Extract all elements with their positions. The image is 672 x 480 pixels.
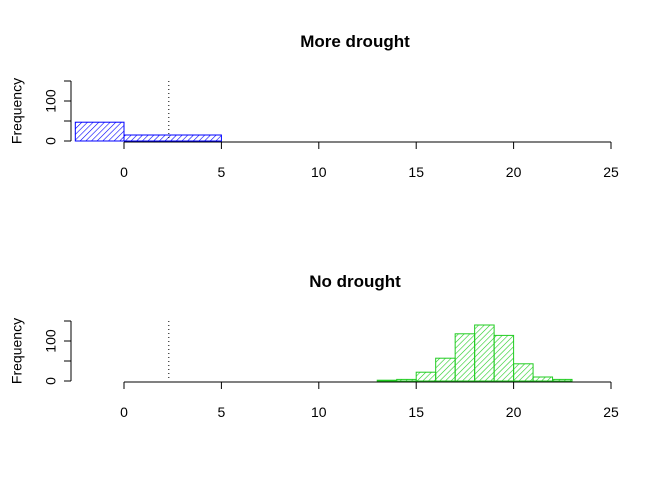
- histogram-bar: [493, 334, 515, 382]
- panel-title: No drought: [309, 272, 401, 291]
- histogram-bar: [454, 333, 476, 382]
- histogram-bar: [74, 121, 125, 142]
- x-tick-label: 0: [120, 404, 128, 420]
- histogram-bar: [513, 363, 534, 382]
- x-tick-label: 25: [603, 404, 619, 420]
- x-tick-label: 10: [311, 164, 327, 180]
- x-tick-label: 20: [506, 404, 522, 420]
- x-tick-label: 0: [120, 164, 128, 180]
- y-axis-label: Frequency: [9, 78, 25, 144]
- histogram-bar: [376, 379, 398, 382]
- x-tick-label: 10: [311, 404, 327, 420]
- histogram-bar: [552, 378, 573, 382]
- histogram-bar: [396, 378, 417, 382]
- y-tick-label: 100: [43, 89, 59, 113]
- y-tick-label: 100: [43, 329, 59, 353]
- y-tick-label: 0: [43, 137, 59, 145]
- histogram-bar: [474, 324, 495, 382]
- x-tick-label: 20: [506, 164, 522, 180]
- panel-title: More drought: [300, 32, 410, 51]
- histogram-bar: [435, 357, 456, 382]
- y-tick-label: 0: [43, 377, 59, 385]
- x-tick-label: 25: [603, 164, 619, 180]
- histogram-bar: [532, 376, 554, 382]
- x-tick-label: 15: [408, 404, 424, 420]
- x-tick-label: 5: [218, 164, 226, 180]
- histogram-bar: [123, 134, 222, 142]
- histogram-bar: [415, 371, 437, 382]
- x-tick-label: 15: [408, 164, 424, 180]
- x-tick-label: 5: [218, 404, 226, 420]
- y-axis-label: Frequency: [9, 318, 25, 384]
